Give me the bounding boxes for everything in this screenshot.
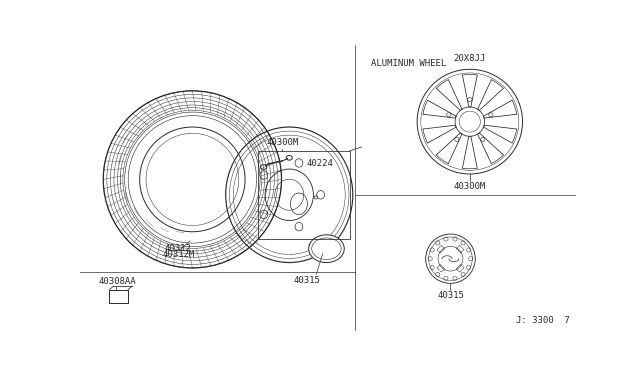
Bar [437, 264, 445, 272]
Text: 40308AA: 40308AA [99, 277, 136, 286]
Ellipse shape [308, 235, 344, 263]
Bar [437, 245, 445, 253]
Text: 40224: 40224 [307, 160, 333, 169]
Text: 40300M: 40300M [266, 138, 298, 147]
Bar [456, 245, 464, 253]
Bar [109, 289, 128, 302]
Bar [259, 151, 349, 240]
Text: 40300M: 40300M [454, 182, 486, 191]
Text: 20X8JJ: 20X8JJ [454, 54, 486, 63]
Text: 40315: 40315 [294, 276, 321, 285]
Text: 40315: 40315 [437, 291, 464, 300]
Text: 40312: 40312 [165, 244, 192, 253]
Text: 40312M: 40312M [163, 250, 195, 259]
Bar [456, 264, 464, 272]
Text: ALUMINUM WHEEL: ALUMINUM WHEEL [371, 58, 446, 67]
Text: J: 3300  7: J: 3300 7 [516, 316, 570, 325]
